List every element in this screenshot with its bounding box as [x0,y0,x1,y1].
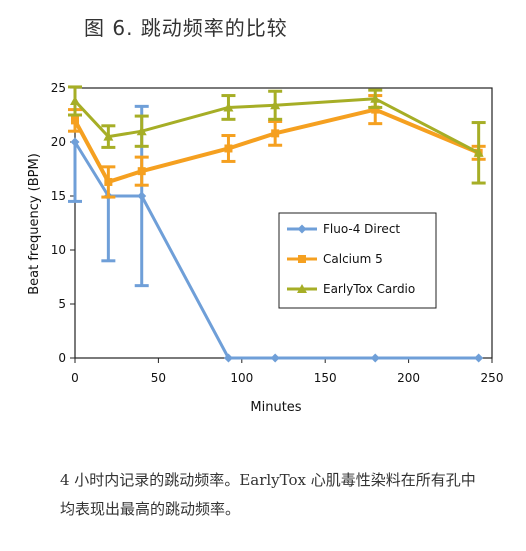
x-tick-label: 0 [71,371,79,385]
legend-label: Fluo-4 Direct [323,222,400,236]
y-axis-label: Beat frequency (BPM) [27,153,42,295]
caption-line-1: 4 小时内记录的跳动频率。EarlyTox 心肌毒性染料在所有孔中 [60,471,476,489]
figure-title: 图 6. 跳动频率的比较 [84,16,288,40]
x-tick-label: 150 [314,371,337,385]
legend: Fluo-4 Direct Calcium 5 EarlyTox Cardio [278,212,437,309]
data-point [371,105,380,114]
data-point [71,116,79,125]
y-tick-label: 15 [51,189,66,203]
data-point [103,131,114,141]
data-point [270,353,280,363]
x-axis-label: Minutes [250,400,301,415]
series-earlytox-cardio [68,85,486,185]
y-tick-label: 25 [51,81,66,95]
data-point [104,177,113,186]
series-calcium-5 [68,94,486,199]
data-point [223,102,234,112]
data-point [370,353,380,363]
data-point [224,144,233,153]
x-tick-label: 50 [151,371,166,385]
legend-swatch-marker [297,284,307,293]
series-layer [68,85,486,363]
x-axis-ticks: 0 50 100 150 200 250 [71,358,503,385]
data-point [70,137,80,147]
x-tick-label: 100 [230,371,253,385]
data-point [271,129,280,138]
y-tick-label: 10 [51,243,66,257]
caption-line-2: 均表现出最高的跳动频率。 [60,500,241,518]
y-tick-label: 20 [51,135,66,149]
x-tick-label: 200 [397,371,420,385]
data-point [473,147,484,157]
legend-swatch-marker [297,224,307,234]
figure-caption: 4 小时内记录的跳动频率。EarlyTox 心肌毒性染料在所有孔中 均表现出最高… [60,466,520,524]
data-point [474,353,484,363]
legend-label: EarlyTox Cardio [323,282,415,296]
x-tick-label: 250 [481,371,504,385]
legend-label: Calcium 5 [323,252,383,266]
data-point [137,191,147,201]
data-point [137,167,146,176]
data-point [136,126,147,136]
data-point [270,100,281,110]
y-tick-label: 5 [58,297,66,311]
y-tick-label: 0 [58,351,66,365]
data-point [370,93,381,103]
legend-swatch-marker [298,255,306,263]
data-point [70,95,80,105]
data-point [223,353,233,363]
